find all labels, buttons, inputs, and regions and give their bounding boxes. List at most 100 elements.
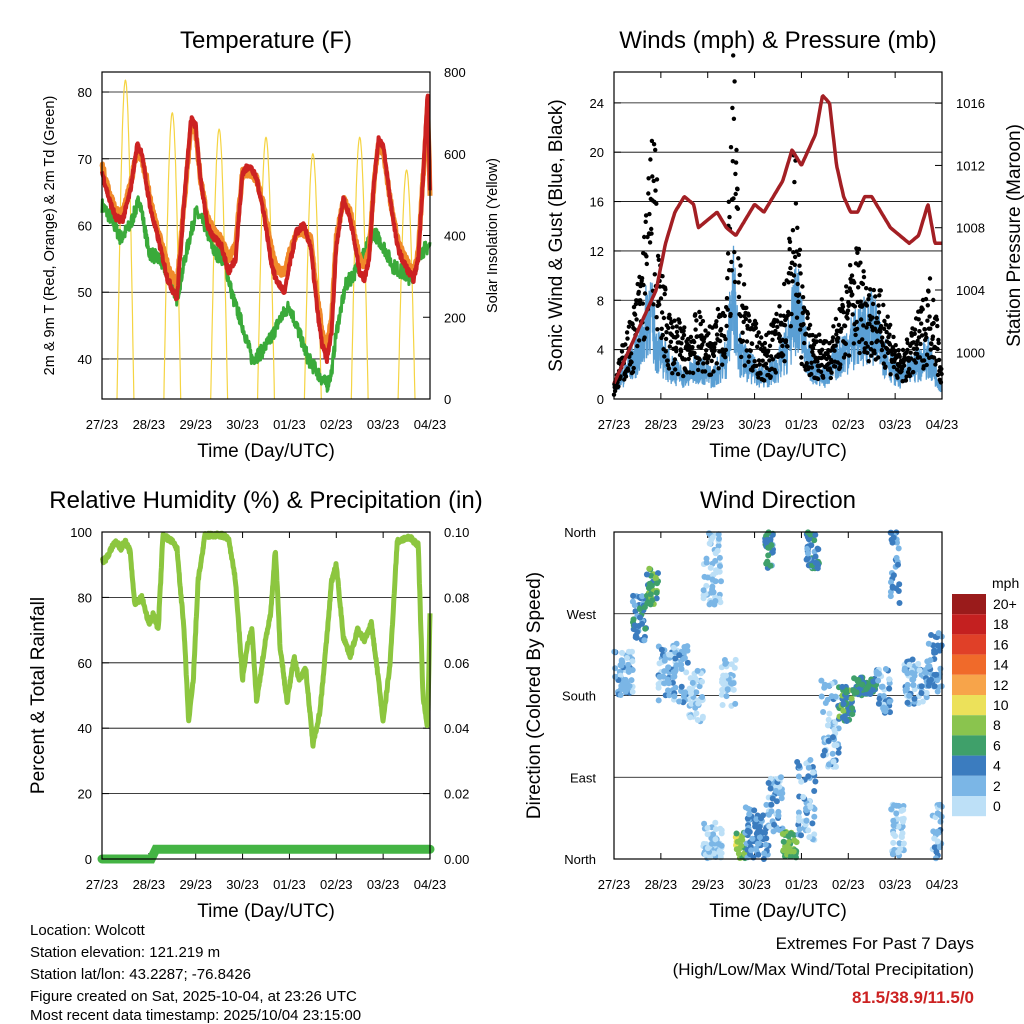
wind-ylabel: Sonic Wind & Gust (Blue, Black) [546, 99, 567, 371]
gust-point [749, 341, 755, 346]
direction-point [666, 692, 673, 699]
gust-point [725, 251, 731, 256]
direction-point [795, 773, 802, 780]
y-tick-label-right: 800 [444, 65, 466, 80]
panel-temperature: Temperature (F) Time (Day/UTC) 27/23 28/23 2… [42, 27, 501, 462]
gust-point [702, 369, 708, 374]
gust-point [916, 317, 921, 322]
direction-point [661, 668, 668, 675]
gust-point [874, 315, 879, 321]
direction-point [655, 684, 662, 691]
gust-point [703, 328, 708, 333]
direction-point [672, 667, 679, 674]
direction-point [676, 698, 683, 705]
gust-point [787, 247, 792, 252]
direction-point [756, 823, 763, 830]
gust-point [797, 263, 802, 268]
gust-point [630, 322, 635, 327]
direction-point [934, 810, 941, 817]
gust-point [690, 370, 696, 376]
gust-point [732, 79, 737, 84]
gust-point [651, 178, 656, 184]
gust-point [700, 318, 706, 324]
direction-tick-label: West [567, 607, 597, 622]
gust-point [833, 316, 839, 322]
gust-point [663, 287, 668, 292]
direction-point [889, 584, 896, 591]
gust-point [737, 272, 742, 278]
gust-point [855, 250, 860, 255]
gust-point [775, 319, 780, 324]
gust-point [861, 323, 866, 328]
gust-point [714, 361, 719, 366]
direction-point [886, 698, 893, 705]
y-tick-label-right: 0 [444, 392, 451, 407]
direction-point [665, 680, 672, 687]
gust-point [736, 256, 741, 261]
direction-point [648, 582, 655, 589]
direction-point [896, 581, 903, 588]
gust-point [747, 318, 752, 324]
gust-point [619, 349, 625, 354]
y-tick-label: 24 [590, 96, 604, 111]
direction-point [849, 711, 856, 718]
direction-point [915, 660, 922, 667]
direction-point [639, 593, 646, 600]
direction-point [732, 700, 739, 707]
direction-point [927, 657, 934, 664]
gust-point [651, 302, 656, 307]
direction-point [767, 785, 774, 792]
direction-point [788, 853, 794, 859]
direction-point [806, 834, 813, 841]
direction-point [653, 589, 660, 596]
gust-point [912, 327, 918, 332]
direction-ylabel: Direction (Colored By Speed) [524, 572, 545, 819]
direction-point [896, 600, 903, 606]
gust-point [854, 319, 859, 325]
gust-point [748, 348, 753, 353]
gust-point [730, 159, 735, 164]
direction-point [661, 680, 668, 687]
gust-point [732, 279, 738, 285]
gust-point [716, 366, 721, 371]
gust-point [653, 188, 658, 193]
direction-point [931, 647, 938, 654]
direction-point [870, 678, 877, 685]
gust-point [732, 249, 737, 255]
gust-point [673, 367, 678, 372]
direction-point [931, 683, 938, 690]
direction-point [936, 647, 943, 654]
direction-point [619, 649, 625, 656]
direction-point [820, 709, 827, 715]
direction-point [688, 687, 694, 694]
direction-point [629, 598, 636, 605]
extremes-values: 81.5/38.9/11.5/0 [852, 988, 974, 1007]
gust-point [762, 378, 767, 383]
gust-point [785, 313, 790, 318]
panel-humidity: Relative Humidity (%) & Precipitation (i… [28, 487, 483, 922]
gust-point [692, 339, 697, 345]
gust-point [924, 335, 929, 340]
gust-point [671, 360, 677, 366]
gust-point [692, 350, 697, 356]
gust-point [758, 371, 763, 376]
direction-point [776, 783, 783, 790]
temperature-title: Temperature (F) [180, 27, 352, 54]
direction-point [892, 833, 899, 839]
gust-point [802, 340, 807, 346]
winds-xlabel: Time (Day/UTC) [709, 441, 847, 462]
gust-point [831, 324, 836, 329]
legend-swatch [952, 775, 986, 796]
gust-point [693, 312, 698, 317]
x-tick-label: 02/23 [832, 877, 865, 892]
gust-point [928, 347, 933, 352]
direction-point [768, 801, 775, 808]
gust-point [675, 371, 681, 377]
gust-point [924, 362, 929, 368]
panel-winds: Winds (mph) & Pressure (mb) Time (Day/UTC… [546, 27, 1024, 462]
gust-point [882, 354, 887, 359]
gust-point [903, 357, 908, 362]
gust-point [643, 219, 648, 224]
gust-point [833, 364, 838, 369]
gust-point [724, 296, 730, 301]
